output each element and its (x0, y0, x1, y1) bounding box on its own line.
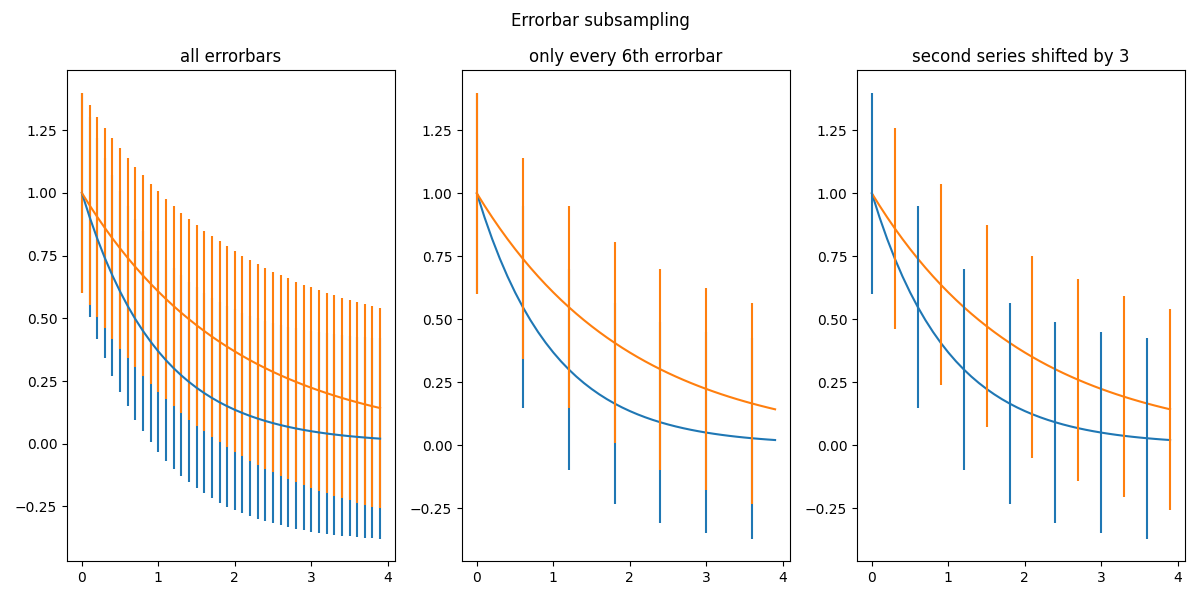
Title: second series shifted by 3: second series shifted by 3 (912, 48, 1129, 66)
Title: only every 6th errorbar: only every 6th errorbar (529, 48, 722, 66)
Text: Errorbar subsampling: Errorbar subsampling (510, 12, 690, 30)
Title: all errorbars: all errorbars (180, 48, 282, 66)
